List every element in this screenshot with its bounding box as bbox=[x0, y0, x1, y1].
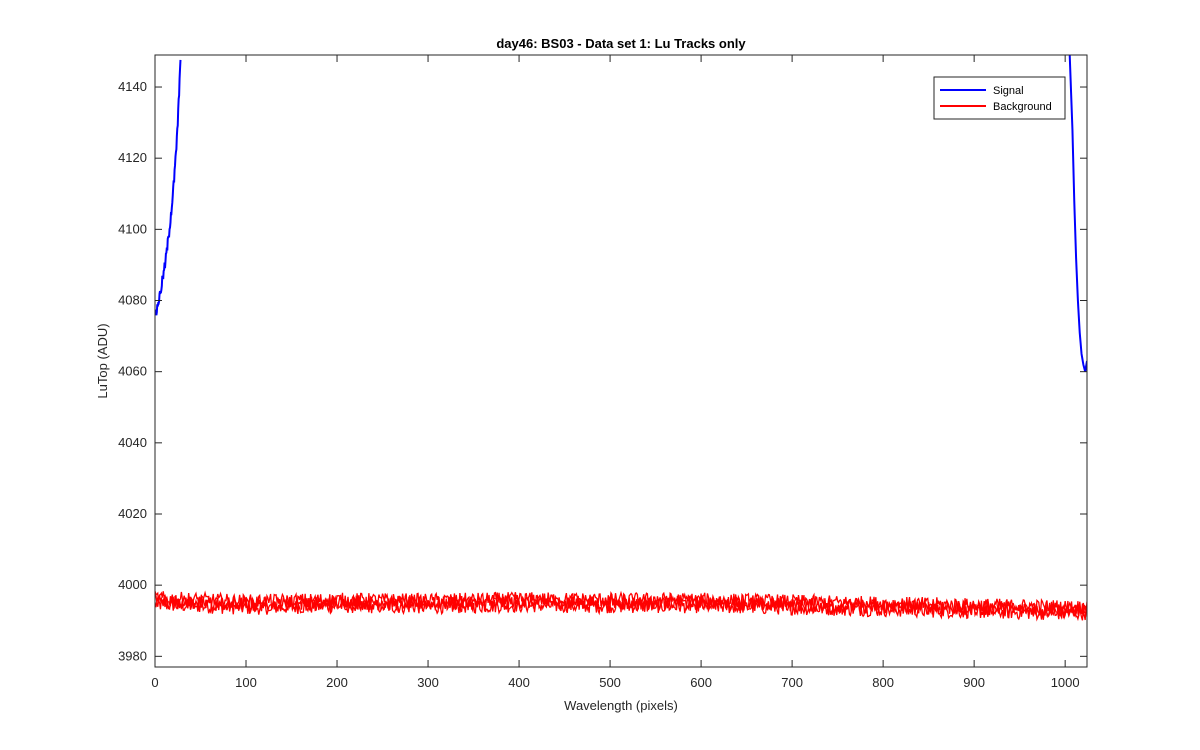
signal-series-line bbox=[155, 59, 182, 316]
y-tick-label: 4080 bbox=[118, 293, 147, 308]
series-layer bbox=[155, 55, 1087, 622]
y-axis-label: LuTop (ADU) bbox=[95, 323, 110, 398]
chart-title: day46: BS03 - Data set 1: Lu Tracks only bbox=[496, 36, 746, 51]
x-tick-label: 800 bbox=[872, 675, 894, 690]
x-tick-label: 0 bbox=[151, 675, 158, 690]
x-tick-label: 300 bbox=[417, 675, 439, 690]
x-tick-label: 400 bbox=[508, 675, 530, 690]
x-tick-label: 1000 bbox=[1051, 675, 1080, 690]
y-tick-label: 4040 bbox=[118, 435, 147, 450]
y-ticks: 3980 4000 4020 4040 4060 4080 4100 4120 4140 bbox=[118, 79, 1087, 663]
plot-area bbox=[155, 55, 1087, 667]
x-tick-label: 500 bbox=[599, 675, 621, 690]
legend-box bbox=[933, 76, 1066, 120]
x-tick-label: 700 bbox=[781, 675, 803, 690]
x-tick-label: 200 bbox=[326, 675, 348, 690]
y-tick-label: 4020 bbox=[118, 506, 147, 521]
x-axis-label: Wavelength (pixels) bbox=[564, 698, 678, 713]
x-tick-label: 600 bbox=[690, 675, 712, 690]
y-tick-label: 4060 bbox=[118, 364, 147, 379]
x-tick-label: 900 bbox=[963, 675, 985, 690]
x-ticks: 0 100 200 300 400 500 600 700 800 900 1000 bbox=[151, 55, 1080, 690]
signal-series-line bbox=[1068, 55, 1087, 372]
y-tick-label: 4140 bbox=[118, 79, 147, 94]
y-tick-label: 3980 bbox=[118, 648, 147, 663]
background-series-line bbox=[155, 590, 1087, 616]
y-tick-label: 4100 bbox=[118, 221, 147, 236]
legend-signal-label: Signal bbox=[993, 85, 1024, 97]
x-tick-label: 100 bbox=[235, 675, 257, 690]
axes-box bbox=[154, 54, 1088, 668]
legend: Signal Background bbox=[933, 76, 1066, 120]
y-tick-label: 4120 bbox=[118, 150, 147, 165]
legend-background-label: Background bbox=[993, 101, 1052, 113]
y-tick-label: 4000 bbox=[118, 577, 147, 592]
